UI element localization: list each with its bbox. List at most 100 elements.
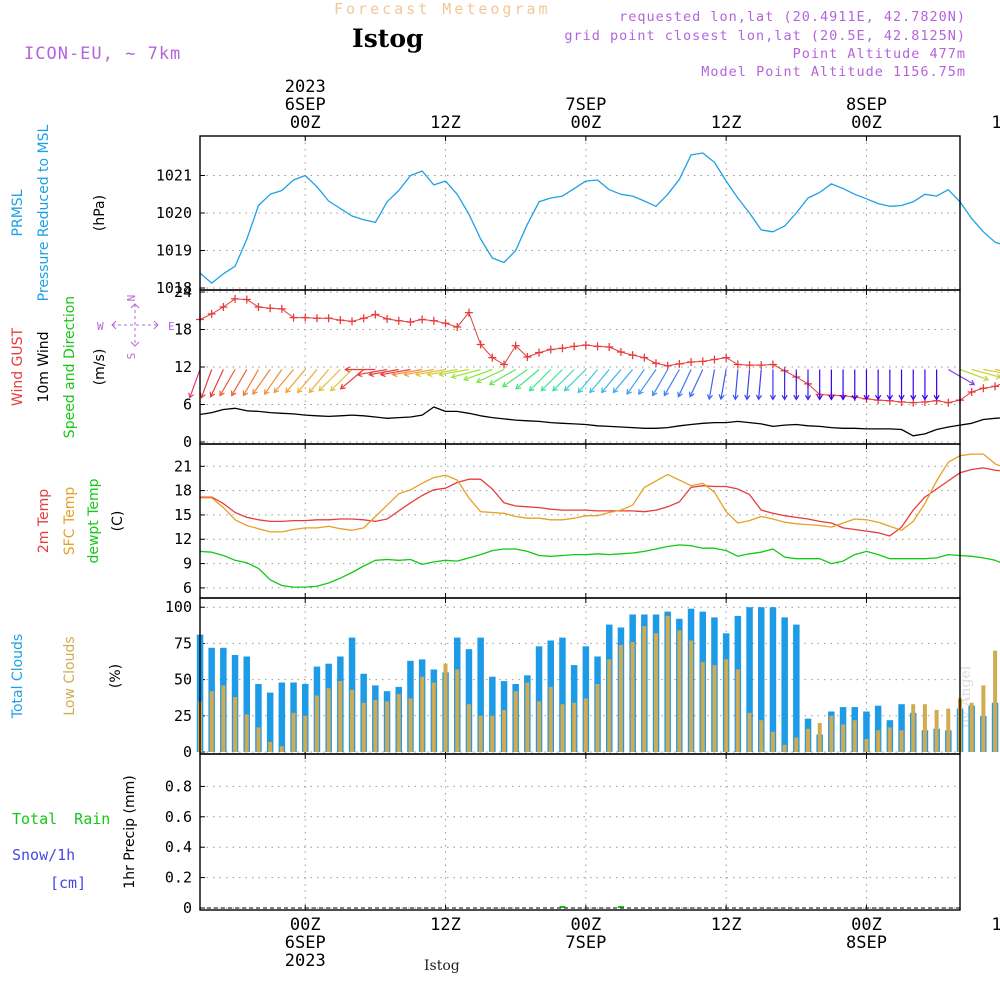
wind-arrow-shaft <box>285 369 306 393</box>
wind-arrow <box>744 369 751 401</box>
time-label-bottom: 6SEP <box>285 933 326 953</box>
time-label-top: 6SEP <box>285 95 326 115</box>
wind-arrow <box>263 369 283 396</box>
cloud-bar-low <box>689 640 694 752</box>
cloud-bar-low <box>326 688 331 752</box>
wind-arrow <box>626 369 645 396</box>
wind-arrow <box>933 369 940 401</box>
wind-arrow-shaft <box>720 369 727 400</box>
y-tick-label: 21 <box>174 457 192 475</box>
gust-marker <box>558 344 567 353</box>
gust-marker <box>324 314 333 323</box>
cloud-bar-low <box>478 715 483 752</box>
wind-arrow <box>552 369 575 392</box>
cloud-bar-low <box>876 730 881 752</box>
wind-arrow-head <box>886 394 893 401</box>
cloud-bar-low <box>899 730 904 752</box>
cloud-bar-low <box>712 665 717 752</box>
cloud-bar-rain <box>617 906 624 908</box>
wind-arrow-shaft <box>463 368 493 381</box>
wind-arrow-shaft <box>330 369 353 392</box>
wind-arrow-head <box>804 394 812 401</box>
wind-arrow <box>910 369 917 401</box>
cloud-bar-total <box>266 692 274 752</box>
cloud-bar-low <box>782 744 787 752</box>
gust-marker <box>991 382 1000 391</box>
cloud-bar-low <box>443 663 448 752</box>
wind-arrow-shaft <box>308 369 330 393</box>
time-label-bottom: 00Z <box>570 915 601 935</box>
wind-arrow <box>886 369 893 401</box>
wind-arrow <box>839 369 847 401</box>
wind-arrow <box>875 369 882 401</box>
wind-arrow <box>515 369 540 390</box>
compass-west: W <box>97 320 104 333</box>
wind-arrow-shaft <box>589 369 610 393</box>
series-line-temperature <box>200 453 1000 533</box>
y-tick-label: 1021 <box>156 167 192 185</box>
gust-marker <box>675 359 684 368</box>
wind-arrow-head <box>589 387 595 394</box>
wind-arrow-shaft <box>612 369 634 393</box>
wind-arrow-head <box>626 389 632 396</box>
station-name-footer: Istog <box>424 958 460 974</box>
gust-marker <box>312 314 321 323</box>
wind-arrow-head <box>188 392 195 399</box>
compass-arrow-e <box>153 320 159 330</box>
wind-arrow-head <box>769 394 777 401</box>
wind-arrow <box>755 369 763 401</box>
wind-arrow-shaft <box>734 369 739 400</box>
wind-arrow <box>285 369 306 394</box>
panel-pressure: 1018 1019 1020 1021 PRMSL Pressure Reduced to… <box>10 124 1000 301</box>
cloud-bar-total <box>535 646 543 752</box>
panel-clouds: 0 25 50 75 100 Total Clouds Low Clouds (%) <box>10 597 999 761</box>
wind-arrow <box>209 369 224 398</box>
cloud-bar-low <box>420 676 425 752</box>
cloud-bar-total <box>758 607 765 752</box>
panel-label: PRMSL <box>10 189 26 236</box>
gust-marker <box>406 318 415 326</box>
wind-arrow-shaft <box>758 369 762 400</box>
panel-precip: 0 0.2 0.4 0.6 0.8 Total Rain Snow/1h [cm] 1hr Pr… <box>12 753 961 917</box>
cloud-bar-total <box>746 607 753 752</box>
precip-axis-label: 1hr Precip (mm) <box>122 775 138 888</box>
wind-arrow-head <box>391 370 398 378</box>
y-tick-label: 0.4 <box>165 838 192 856</box>
wind-arrow <box>188 369 201 399</box>
grid-point-location: grid point closest lon,lat (20.5E, 42.81… <box>564 28 966 44</box>
wind-arrow-head <box>339 383 346 390</box>
cloud-bar-low <box>677 630 682 752</box>
wind-arrow <box>344 366 376 373</box>
y-tick-label: 50 <box>174 671 192 689</box>
y-tick-label: 15 <box>174 506 192 524</box>
wind-arrow-head <box>863 394 870 401</box>
gust-marker <box>523 353 532 361</box>
y-tick-label: 12 <box>174 358 192 376</box>
gust-marker <box>710 355 719 364</box>
wind-arrow-shaft <box>652 369 669 396</box>
panel-label: (C) <box>110 511 126 532</box>
y-tick-label: 25 <box>174 707 192 725</box>
wind-arrow-shaft <box>489 368 516 386</box>
wind-arrow <box>242 369 259 397</box>
y-tick-label: 75 <box>174 634 192 652</box>
y-tick-label: 0.8 <box>165 777 192 795</box>
cloud-bar-low <box>829 715 834 752</box>
wind-arrow-shaft <box>242 369 259 396</box>
wind-arrow-shaft <box>948 368 975 386</box>
cloud-bar-low <box>946 708 951 752</box>
compass-south: S <box>125 353 138 360</box>
wind-arrow <box>577 369 598 394</box>
wind-arrow-head <box>263 389 270 396</box>
gust-marker <box>652 359 660 368</box>
wind-arrow-head <box>403 370 410 378</box>
cloud-bar-total <box>781 617 788 752</box>
y-tick-label: 0.6 <box>165 808 192 826</box>
gust-marker <box>546 345 555 354</box>
gust-marker <box>441 319 450 328</box>
cloud-bar-low <box>806 728 810 752</box>
wind-arrow-shaft <box>626 369 645 395</box>
y-tick-label: 0 <box>183 899 192 917</box>
gust-marker <box>289 313 298 322</box>
model-point-altitude: Model Point Altitude 1156.75m <box>701 64 966 80</box>
